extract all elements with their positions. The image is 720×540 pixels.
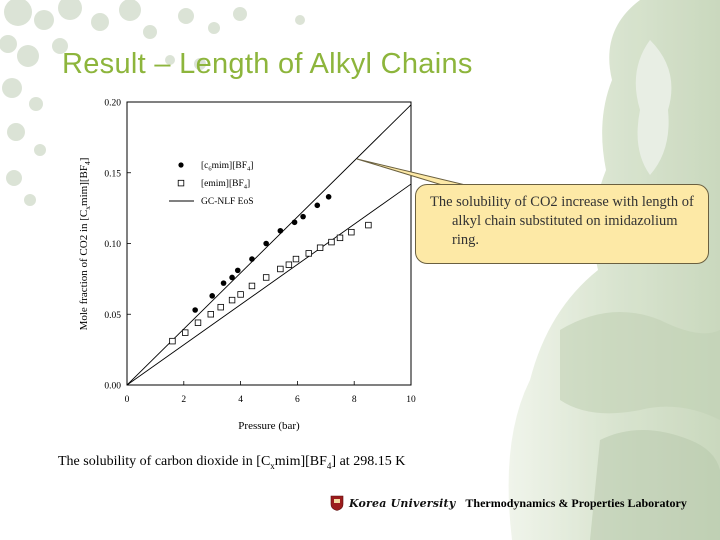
callout-text: The solubility of CO2 increase with leng…	[430, 194, 694, 248]
c6mim-data-point	[325, 194, 332, 200]
legend-marker-c6mim	[178, 162, 184, 168]
c6mim-data-point	[277, 227, 284, 234]
y-tick-label: 0.10	[104, 240, 121, 250]
university-name: Korea University	[349, 496, 456, 510]
y-axis-ticks: 0.00 0.05 0.10 0.15 0.20	[104, 99, 131, 392]
x-tick-label: 4	[238, 395, 243, 405]
x-axis-label: Pressure (bar)	[238, 420, 300, 432]
c6mim-data-point	[291, 219, 298, 226]
emim-data-point	[217, 303, 224, 311]
figure-caption: The solubility of carbon dioxide in [Cxm…	[58, 454, 406, 471]
emim-data-point	[348, 228, 355, 236]
legend-label-emim: [emim][BF4]	[201, 179, 250, 191]
emim-data-point	[228, 296, 236, 304]
footer: Korea University Thermodynamics & Proper…	[330, 494, 687, 512]
x-tick-label: 8	[352, 395, 357, 405]
x-axis-ticks: 0 2 4 6 8 10	[125, 381, 416, 405]
emim-data-point	[262, 274, 270, 281]
legend: [c6mim][BF4] [emim][BF4] GC-NLF EoS	[169, 161, 254, 207]
emim-data-point	[194, 319, 202, 326]
x-tick-label: 10	[406, 395, 416, 405]
x-tick-label: 2	[181, 395, 186, 405]
emim-data-point	[328, 238, 335, 246]
c6mim-data-point	[209, 293, 215, 299]
c6mim-data-point	[249, 256, 255, 262]
emim-data-point	[365, 221, 372, 229]
foliage-decoration	[0, 0, 305, 206]
emim-data-point	[237, 291, 244, 298]
lab-name: Thermodynamics & Properties Laboratory	[465, 495, 687, 510]
y-tick-label: 0.15	[104, 169, 121, 179]
c6mim-data-point	[314, 202, 321, 209]
emim-data-point	[285, 261, 293, 268]
emim-data-point	[248, 282, 256, 290]
emim-data-point	[292, 255, 300, 263]
y-tick-label: 0.00	[104, 382, 121, 392]
c6mim-data-point	[229, 274, 235, 281]
emim-data-point	[277, 265, 284, 273]
legend-label-eos: GC-NLF EoS	[201, 197, 254, 207]
y-tick-label: 0.20	[104, 99, 121, 109]
legend-marker-emim	[177, 179, 185, 187]
emim-data-point	[305, 250, 312, 257]
emim-data-point	[336, 234, 344, 242]
emim-data-point	[169, 337, 176, 345]
x-tick-label: 0	[125, 395, 130, 405]
y-tick-label: 0.05	[104, 311, 121, 321]
c6mim-data-point	[234, 267, 241, 274]
legend-label-c6mim: [c6mim][BF4]	[201, 161, 253, 173]
slide-title: Result – Length of Alkyl Chains	[62, 48, 473, 80]
callout-box: The solubility of CO2 increase with leng…	[415, 184, 709, 264]
emim-data-point	[182, 329, 189, 336]
c6mim-data-point	[220, 280, 227, 286]
emim-data-point	[316, 244, 324, 251]
c6mim-data-point	[300, 213, 306, 220]
c6mim-data-point	[263, 240, 269, 247]
data-points	[169, 194, 372, 345]
university-seal-icon	[330, 495, 344, 511]
y-axis-label: Mole fraction of CO2 in [Cxmim][BF4]	[78, 158, 92, 331]
statue-silhouette	[508, 0, 720, 540]
x-tick-label: 6	[295, 395, 300, 405]
eos-model-line	[126, 183, 412, 386]
emim-data-point	[207, 311, 214, 318]
c6mim-data-point	[192, 307, 198, 313]
